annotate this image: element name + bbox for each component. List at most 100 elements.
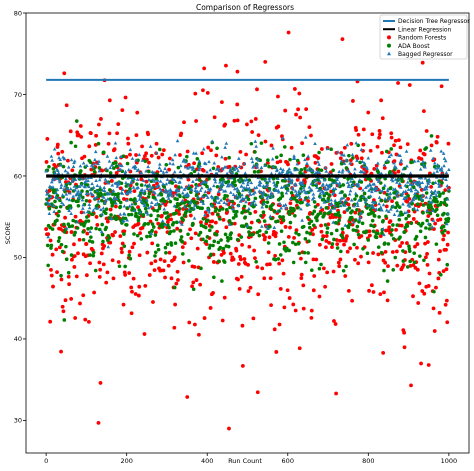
point-random-forests <box>100 168 105 173</box>
point-bagged-regressor <box>288 177 292 181</box>
point-random-forests <box>343 274 348 278</box>
point-ada-boost <box>167 225 171 230</box>
point-ada-boost <box>264 230 269 234</box>
point-bagged-regressor <box>274 184 278 189</box>
point-ada-boost <box>123 264 127 269</box>
point-random-forests <box>407 83 412 87</box>
point-bagged-regressor <box>340 152 344 156</box>
point-random-forests <box>94 133 99 138</box>
point-random-forests <box>324 245 328 250</box>
point-bagged-regressor <box>85 191 90 196</box>
point-bagged-regressor <box>137 152 142 157</box>
point-ada-boost <box>179 235 184 239</box>
point-ada-boost <box>347 222 352 227</box>
point-ada-boost <box>177 206 182 211</box>
point-ada-boost <box>301 153 306 157</box>
point-random-forests <box>328 215 333 220</box>
point-random-forests <box>433 221 438 226</box>
point-ada-boost <box>332 237 336 242</box>
point-random-forests <box>249 119 254 124</box>
x-tick-label: 200 <box>120 457 132 465</box>
point-bagged-regressor <box>69 158 74 162</box>
point-bagged-regressor <box>130 156 135 160</box>
point-bagged-regressor <box>232 167 237 172</box>
point-random-forests <box>127 271 132 275</box>
point-random-forests <box>130 289 134 294</box>
point-bagged-regressor <box>58 163 63 167</box>
point-random-forests <box>309 315 314 320</box>
point-bagged-regressor <box>218 183 223 188</box>
point-ada-boost <box>330 178 334 182</box>
point-ada-boost <box>379 250 384 255</box>
point-ada-boost <box>434 242 439 246</box>
point-bagged-regressor <box>242 185 246 190</box>
point-random-forests <box>111 233 115 238</box>
point-ada-boost <box>388 169 392 174</box>
point-random-forests <box>367 288 371 293</box>
point-ada-boost <box>404 216 408 221</box>
point-random-forests <box>72 265 77 269</box>
point-random-forests <box>98 267 103 272</box>
point-random-forests <box>409 383 413 388</box>
point-bagged-regressor <box>44 169 48 173</box>
point-ada-boost <box>307 239 311 244</box>
point-ada-boost <box>364 229 369 234</box>
point-bagged-regressor <box>372 200 377 204</box>
point-ada-boost <box>324 206 329 210</box>
point-bagged-regressor <box>147 177 151 182</box>
point-bagged-regressor <box>93 157 97 162</box>
point-random-forests <box>246 262 251 267</box>
point-bagged-regressor <box>237 195 242 199</box>
point-ada-boost <box>104 211 108 216</box>
point-bagged-regressor <box>391 204 396 208</box>
point-ada-boost <box>227 155 231 160</box>
point-random-forests <box>362 167 367 171</box>
point-bagged-regressor <box>143 183 148 187</box>
point-bagged-regressor <box>211 196 215 200</box>
point-ada-boost <box>376 245 381 249</box>
point-ada-boost <box>292 197 297 201</box>
point-ada-boost <box>164 251 168 255</box>
point-bagged-regressor <box>395 180 399 184</box>
point-random-forests <box>167 250 172 255</box>
point-random-forests <box>122 229 127 234</box>
point-random-forests <box>285 288 290 293</box>
point-random-forests <box>109 179 114 183</box>
point-bagged-regressor <box>357 217 362 221</box>
point-random-forests <box>276 94 280 99</box>
point-ada-boost <box>45 243 50 248</box>
point-random-forests <box>395 263 400 268</box>
point-bagged-regressor <box>131 165 136 169</box>
point-ada-boost <box>344 264 348 269</box>
point-bagged-regressor <box>348 188 353 193</box>
point-bagged-regressor <box>284 191 289 195</box>
point-bagged-regressor <box>430 208 435 212</box>
point-bagged-regressor <box>231 184 235 188</box>
point-random-forests <box>288 201 293 206</box>
point-bagged-regressor <box>80 176 84 181</box>
point-ada-boost <box>89 235 93 239</box>
point-random-forests <box>389 131 394 136</box>
point-random-forests <box>426 240 430 244</box>
point-ada-boost <box>233 179 237 184</box>
point-bagged-regressor <box>67 208 71 213</box>
point-bagged-regressor <box>276 190 281 194</box>
point-bagged-regressor <box>79 183 84 187</box>
point-random-forests <box>190 284 194 289</box>
point-random-forests <box>156 155 161 160</box>
point-random-forests <box>359 156 364 161</box>
point-ada-boost <box>432 289 436 294</box>
point-bagged-regressor <box>314 171 318 175</box>
point-ada-boost <box>306 251 310 255</box>
point-random-forests <box>350 298 355 303</box>
point-ada-boost <box>376 231 380 236</box>
chart-title: Comparison of Regressors <box>196 3 294 12</box>
point-ada-boost <box>81 230 86 234</box>
point-bagged-regressor <box>373 188 378 193</box>
legend-label: Decision Tree Regressor <box>398 18 470 25</box>
point-bagged-regressor <box>132 208 137 212</box>
point-bagged-regressor <box>217 200 221 205</box>
point-bagged-regressor <box>178 180 182 184</box>
point-ada-boost <box>319 262 323 267</box>
